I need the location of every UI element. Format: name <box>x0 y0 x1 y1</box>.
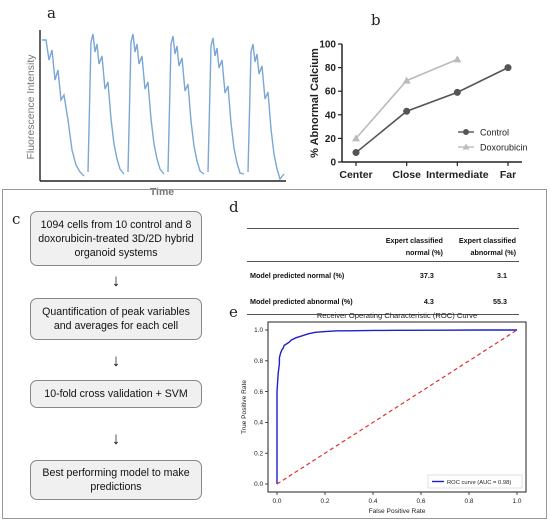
roc-legend-box <box>427 474 523 489</box>
flow-step-4: Best performing model to make prediction… <box>30 460 202 500</box>
data-point <box>352 149 360 157</box>
y-tick-label: 0.4 <box>254 420 263 427</box>
series-line-control <box>355 66 509 154</box>
y-tick-label: 60 <box>325 87 337 98</box>
fluorescence-traces <box>42 33 285 181</box>
roc-curve <box>276 329 517 484</box>
trace-line <box>42 39 85 177</box>
cell-value: 4.3 <box>423 296 434 306</box>
legend-marker <box>463 129 469 135</box>
y-tick-label: 80 <box>325 63 337 74</box>
data-point <box>504 64 512 72</box>
roc-legend-label: ROC curve (AUC = 0.98) <box>447 480 511 486</box>
y-axis-label-b: % Abnormal Calcium <box>309 48 321 158</box>
table-header-row: Expert classified Expert classified <box>247 228 519 248</box>
legend-label: Control <box>480 128 509 138</box>
trace-line <box>127 33 165 175</box>
abnormal-calcium-chart: 0 20 40 60 80 100 Center Close Intermediate Far % … <box>309 40 528 182</box>
fluorescence-y-label: Fluorescence Intensity <box>25 54 37 160</box>
x-tick-label: 0.6 <box>417 498 426 505</box>
data-point <box>453 55 462 63</box>
cell-value: 37.3 <box>419 270 434 280</box>
x-tick-label: 0.4 <box>369 498 378 505</box>
lower-panel-frame <box>2 189 547 519</box>
y-tick-label: 20 <box>325 134 337 145</box>
table-header-row-2: normal (%) abnormal (%) <box>247 247 519 262</box>
row-label: Model predicted abnormal (%) <box>250 296 353 306</box>
legend-label: Doxorubicin <box>480 143 528 153</box>
panel-label-b: b <box>371 11 381 29</box>
trace-line <box>247 43 285 181</box>
flow-arrow-2: ↓ <box>111 351 121 370</box>
chance-line <box>276 329 518 485</box>
row-label: Model predicted normal (%) <box>250 270 345 280</box>
y-tick-label: 1.0 <box>254 327 263 334</box>
x-tick-label: Close <box>392 169 421 181</box>
header-col1-line1: Expert classified <box>385 235 443 245</box>
y-tick-label: 0.0 <box>254 481 263 488</box>
roc-plot-frame <box>267 321 527 493</box>
cell-value: 55.3 <box>493 296 507 306</box>
roc-x-label: False Positive Rate <box>369 508 426 515</box>
flow-arrow-1: ↓ <box>111 271 121 290</box>
y-tick-label: 40 <box>325 110 337 121</box>
roc-title: Receiver Operating Characteristic (ROC) … <box>317 311 477 320</box>
x-tick-label: 0.8 <box>465 498 474 505</box>
x-tick-label: Intermediate <box>426 169 489 181</box>
flow-step-1: 1094 cells from 10 control and 8 doxorub… <box>30 211 202 266</box>
header-col1-line2: normal (%) <box>405 247 443 257</box>
x-tick-label: 0.0 <box>273 498 282 505</box>
cell-value: 3.1 <box>497 270 507 280</box>
x-tick-label: 1.0 <box>513 498 522 505</box>
roc-chart: Receiver Operating Characteristic (ROC) … <box>241 311 527 515</box>
trace-line <box>87 33 125 175</box>
data-point <box>402 76 411 84</box>
header-col2-line2: abnormal (%) <box>470 247 516 257</box>
x-tick-label: 0.2 <box>321 498 330 505</box>
x-tick-label: Far <box>500 169 516 181</box>
flow-step-2: Quantification of peak variables and ave… <box>30 298 202 340</box>
y-tick-label: 100 <box>319 40 336 51</box>
legend-marker <box>462 143 470 150</box>
data-point <box>352 134 360 142</box>
panel-label-e: e <box>229 303 238 321</box>
x-tick-label: Center <box>339 169 372 181</box>
table-row: Model predicted normal (%) 37.3 3.1 <box>247 262 519 289</box>
header-col2-line1: Expert classified <box>458 235 516 245</box>
data-point <box>403 107 411 115</box>
y-tick-label: 0 <box>330 158 336 169</box>
fluorescence-trace-chart: Fluorescence Intensity Time <box>25 30 286 198</box>
table-row: Model predicted abnormal (%) 4.3 55.3 <box>247 288 519 315</box>
y-tick-label: 0.6 <box>254 389 263 396</box>
y-tick-label: 0.8 <box>254 358 263 365</box>
panel-label-a: a <box>47 4 56 22</box>
y-tick-label: 0.2 <box>254 450 263 457</box>
flow-arrow-3: ↓ <box>111 429 121 448</box>
flow-step-3: 10-fold cross validation + SVM <box>30 380 202 408</box>
confusion-table: Expert classified Expert classified norm… <box>247 228 519 315</box>
trace-line <box>207 37 245 175</box>
trace-line <box>167 35 205 175</box>
data-point <box>453 88 461 96</box>
panel-label-c: c <box>12 210 21 228</box>
roc-y-label: True Positive Rate <box>241 380 248 434</box>
panel-label-d: d <box>229 198 239 216</box>
